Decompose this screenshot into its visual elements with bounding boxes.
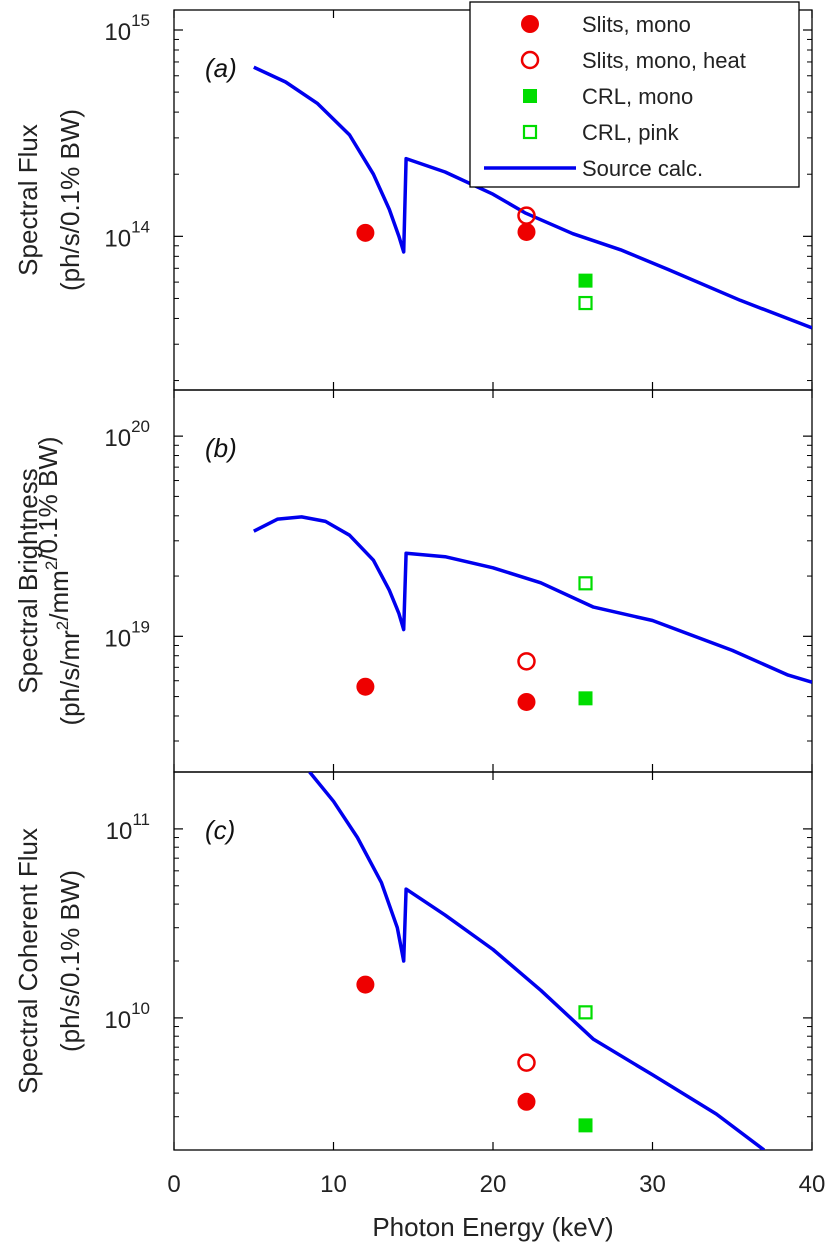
panel-label-b: (b) [205, 433, 237, 463]
slits-mono-point [517, 222, 536, 241]
y-tick-exponent: 14 [131, 217, 150, 236]
y-units-part: (ph/s/ [55, 660, 85, 726]
x-tick-label: 40 [799, 1171, 826, 1198]
y-units-superscript: 2 [53, 621, 72, 630]
y-axis-units-b: (ph/s/mr2/mm2/0.1% BW) [33, 436, 85, 725]
y-units-part: mr [55, 630, 85, 661]
panel-frame-c [173, 771, 813, 1151]
crl-pink-point [578, 1005, 593, 1020]
legend-label-0: Slits, mono [582, 12, 691, 37]
y-axis-units-a: (ph/s/0.1% BW) [55, 109, 85, 291]
y-tick-mantissa: 10 [104, 19, 131, 46]
y-tick-label: 1019 [104, 617, 150, 652]
x-tick-label: 10 [320, 1171, 347, 1198]
x-axis-title: Photon Energy (keV) [372, 1212, 613, 1242]
y-axis-units-c: (ph/s/0.1% BW) [55, 870, 85, 1052]
source-calc-line-c [308, 772, 766, 1150]
y-units-superscript: 2 [42, 561, 61, 570]
y-tick-exponent: 11 [132, 810, 150, 829]
slits-mono-point [517, 692, 536, 711]
y-tick-label: 1011 [106, 810, 150, 845]
crl-mono-point [578, 273, 593, 288]
y-tick-exponent: 15 [131, 11, 150, 30]
y-tick-mantissa: 10 [104, 1007, 131, 1034]
y-tick-label: 1014 [104, 217, 150, 252]
legend-marker-2 [523, 89, 537, 103]
source-calc-line-b [253, 515, 812, 684]
panel-frame-b [173, 389, 813, 773]
y-tick-mantissa: 10 [104, 425, 131, 452]
y-tick-label: 1010 [104, 999, 150, 1034]
plot-area-c [308, 772, 766, 1150]
y-tick-exponent: 19 [131, 617, 150, 636]
crl-pink-point [578, 576, 593, 591]
crl-mono-point [578, 691, 593, 706]
source-calc-line-a [253, 65, 812, 330]
plot-area-b [253, 515, 812, 711]
slits-mono-point [356, 975, 375, 994]
legend-marker-3 [522, 124, 538, 140]
y-units-part: mm [44, 570, 74, 613]
y-axis-title-a: Spectral Flux [13, 124, 43, 276]
slits-mono-point [356, 223, 375, 242]
legend-label-4: Source calc. [582, 156, 703, 181]
slits-mono-heat-point [517, 1053, 536, 1072]
slits-mono-point [517, 1092, 536, 1111]
x-tick-label: 30 [639, 1171, 666, 1198]
y-units-part: / [44, 613, 74, 621]
legend-label-2: CRL, mono [582, 84, 693, 109]
legend-marker-1 [520, 50, 540, 70]
panel-label-a: (a) [205, 53, 237, 83]
legend-marker-0 [521, 15, 539, 33]
slits-mono-point [356, 677, 375, 696]
y-tick-mantissa: 10 [106, 818, 133, 845]
y-tick-label: 1020 [104, 417, 150, 452]
crl-mono-point [578, 1118, 593, 1133]
y-tick-mantissa: 10 [104, 225, 131, 252]
y-tick-exponent: 20 [131, 417, 150, 436]
legend-label-1: Slits, mono, heat [582, 48, 746, 73]
x-tick-label: 20 [480, 1171, 507, 1198]
y-axis-title-c: Spectral Coherent Flux [13, 828, 43, 1094]
legend-label-3: CRL, pink [582, 120, 680, 145]
y-tick-exponent: 10 [131, 999, 150, 1018]
x-tick-label: 0 [167, 1171, 180, 1198]
slits-mono-heat-point [517, 206, 536, 225]
panel-label-c: (c) [205, 815, 235, 845]
y-axis-title-b: Spectral Brightness [13, 468, 43, 693]
y-units-part: /0.1% BW) [33, 436, 63, 560]
plot-area-a [253, 65, 812, 330]
y-tick-mantissa: 10 [104, 625, 131, 652]
slits-mono-heat-point [517, 652, 536, 671]
y-tick-label: 1015 [104, 11, 150, 46]
crl-pink-point [578, 295, 593, 311]
legend: Slits, mono Slits, mono, heat CRL, mono CRL… [469, 1, 800, 188]
